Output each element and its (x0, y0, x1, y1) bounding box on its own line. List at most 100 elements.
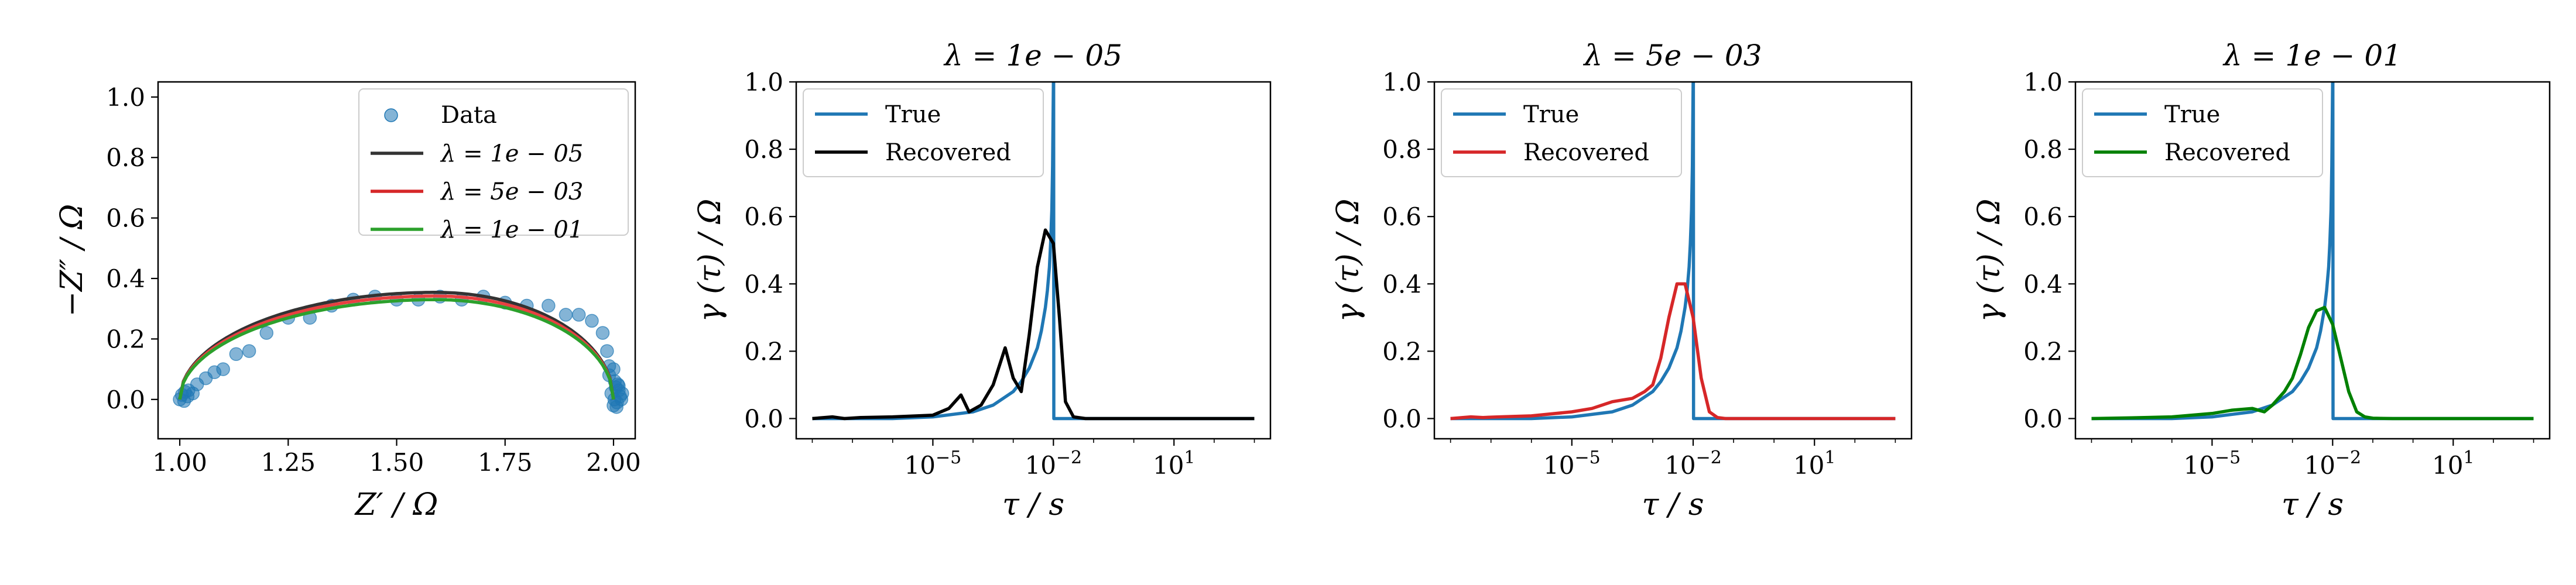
y-tick-label: 0.4 (744, 270, 783, 298)
x-tick-exponent: 1 (2463, 448, 2474, 468)
y-tick-label: 0.2 (106, 325, 145, 353)
plot-area (2091, 82, 2534, 421)
y-tick-label: 0.0 (106, 386, 145, 414)
x-tick-label: 10−5 (2184, 448, 2241, 480)
y-tick-label: 0.6 (106, 204, 145, 233)
legend-label: λ = 1e − 01 (440, 216, 583, 243)
y-tick-label: 0.0 (2023, 404, 2063, 433)
legend-frame (1441, 88, 1682, 177)
x-tick-exponent: −2 (1056, 448, 1082, 468)
fit-curve (178, 298, 615, 400)
legend-frame (358, 88, 629, 236)
fit-curve (178, 294, 615, 400)
x-tick-base: 10 (2184, 451, 2215, 480)
y-tick-label: 0.0 (1382, 404, 1421, 433)
x-tick-label: 1.00 (152, 448, 207, 477)
y-tick-label: 0.6 (1382, 202, 1421, 231)
data-point (216, 362, 230, 376)
data-point (242, 344, 256, 358)
y-tick-label: 0.8 (744, 135, 783, 164)
legend-label: True (1523, 101, 1579, 128)
legend-label: λ = 1e − 05 (440, 140, 583, 167)
x-axis-label: Z′ / Ω (354, 487, 439, 522)
data-point (229, 347, 244, 362)
x-tick-base: 10 (1025, 451, 1056, 480)
x-tick-exponent: 1 (1824, 448, 1835, 468)
panel-1: 0.0 0.2 0.4 0.6 0.8 1.0 1.00 1.25 1.50 1.75 2.00 Z′… (54, 81, 641, 522)
y-tick-label: 0.2 (744, 337, 783, 366)
fit-curve (178, 291, 615, 400)
y-axis-label: −Z″ / Ω (54, 204, 90, 317)
axes-frame (795, 81, 1272, 440)
series-line-recovered (2091, 305, 2534, 421)
plot-area (1450, 82, 1896, 421)
legend-frame (803, 88, 1044, 177)
x-tick-label: 101 (1793, 448, 1836, 480)
x-tick-base: 10 (1543, 451, 1574, 480)
axes-frame (2074, 81, 2551, 440)
data-point (600, 344, 614, 358)
y-axis-label: γ (τ) / Ω (1331, 199, 1366, 322)
series-line-recovered (812, 228, 1255, 421)
y-axis-label: γ (τ) / Ω (1972, 199, 2007, 322)
y-tick-label: 1.0 (744, 68, 783, 97)
legend-label: λ = 5e − 03 (440, 178, 583, 205)
x-tick-label: 1.75 (478, 448, 533, 477)
chart-title: λ = 1e − 01 (2222, 39, 2402, 73)
legend-marker-data (384, 108, 398, 122)
y-tick-label: 0.6 (2023, 202, 2063, 231)
plot-area (812, 82, 1255, 421)
plot-area (173, 290, 629, 414)
x-tick-base: 10 (1153, 451, 1184, 480)
legend-label: Recovered (2164, 139, 2290, 166)
x-tick-label: 1.50 (369, 448, 424, 477)
data-point (571, 308, 586, 322)
legend-label: True (885, 101, 941, 128)
x-tick-label: 1.25 (261, 448, 316, 477)
legend-label: True (2164, 101, 2220, 128)
x-tick-label: 2.00 (586, 448, 641, 477)
axes-frame (157, 81, 636, 440)
legend-label-data: Data (441, 102, 497, 129)
y-tick-label: 0.0 (744, 404, 783, 433)
y-axis-label: γ (τ) / Ω (693, 199, 728, 322)
data-point (595, 326, 610, 340)
y-tick-label: 0.2 (2023, 337, 2063, 366)
x-tick-exponent: −2 (1696, 448, 1722, 468)
y-tick-label: 1.0 (1382, 68, 1421, 97)
chart-title: λ = 5e − 03 (1582, 39, 1762, 73)
x-tick-label: 10−2 (2304, 448, 2361, 480)
axes-frame (1433, 81, 1913, 440)
data-point (612, 378, 626, 393)
y-tick-label: 1.0 (106, 83, 145, 112)
x-tick-base: 10 (905, 451, 936, 480)
x-tick-label: 10−2 (1025, 448, 1082, 480)
y-tick-label: 0.8 (1382, 135, 1421, 164)
y-tick-label: 0.4 (106, 264, 145, 293)
x-tick-exponent: −2 (2335, 448, 2361, 468)
x-tick-label: 10−2 (1664, 448, 1722, 480)
x-tick-label: 10−5 (1543, 448, 1601, 480)
data-point (259, 326, 273, 340)
y-tick-label: 0.2 (1382, 337, 1421, 366)
y-tick-label: 0.6 (744, 202, 783, 231)
legend-label: Recovered (885, 139, 1011, 166)
x-tick-base: 10 (1664, 451, 1695, 480)
x-tick-base: 10 (1793, 451, 1824, 480)
series-line-true (1450, 82, 1896, 421)
x-tick-base: 10 (2432, 451, 2463, 480)
x-tick-label: 101 (1153, 448, 1195, 480)
data-point (559, 308, 573, 322)
y-tick-label: 0.4 (1382, 270, 1421, 298)
legend: True Recovered (2082, 88, 2323, 177)
x-tick-exponent: −5 (2215, 448, 2241, 468)
y-tick-label: 0.8 (106, 143, 145, 172)
legend-frame (2082, 88, 2323, 177)
x-tick-label: 10−5 (905, 448, 962, 480)
series-line-true (812, 82, 1255, 421)
series-line-recovered (1450, 282, 1896, 421)
